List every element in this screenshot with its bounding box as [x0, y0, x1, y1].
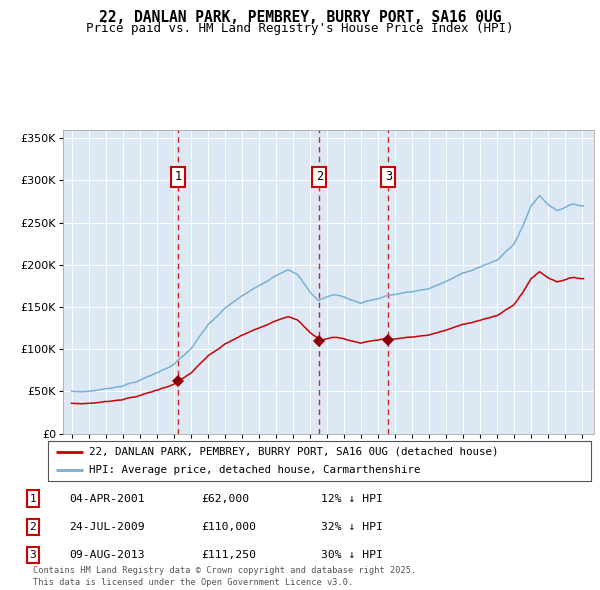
- Text: Contains HM Land Registry data © Crown copyright and database right 2025.
This d: Contains HM Land Registry data © Crown c…: [33, 566, 416, 587]
- Text: 1: 1: [29, 494, 37, 503]
- Text: 09-AUG-2013: 09-AUG-2013: [69, 550, 145, 560]
- Text: Price paid vs. HM Land Registry's House Price Index (HPI): Price paid vs. HM Land Registry's House …: [86, 22, 514, 35]
- Text: 3: 3: [29, 550, 37, 560]
- Text: 30% ↓ HPI: 30% ↓ HPI: [321, 550, 383, 560]
- Text: £62,000: £62,000: [201, 494, 249, 503]
- Text: £110,000: £110,000: [201, 522, 256, 532]
- Text: 04-APR-2001: 04-APR-2001: [69, 494, 145, 503]
- Text: 12% ↓ HPI: 12% ↓ HPI: [321, 494, 383, 503]
- Text: 3: 3: [385, 171, 392, 183]
- Text: 24-JUL-2009: 24-JUL-2009: [69, 522, 145, 532]
- Text: 2: 2: [29, 522, 37, 532]
- Text: 22, DANLAN PARK, PEMBREY, BURRY PORT, SA16 0UG: 22, DANLAN PARK, PEMBREY, BURRY PORT, SA…: [99, 10, 501, 25]
- Text: HPI: Average price, detached house, Carmarthenshire: HPI: Average price, detached house, Carm…: [89, 465, 420, 475]
- Text: 32% ↓ HPI: 32% ↓ HPI: [321, 522, 383, 532]
- Text: £111,250: £111,250: [201, 550, 256, 560]
- Text: 1: 1: [175, 171, 181, 183]
- Text: 22, DANLAN PARK, PEMBREY, BURRY PORT, SA16 0UG (detached house): 22, DANLAN PARK, PEMBREY, BURRY PORT, SA…: [89, 447, 498, 457]
- Text: 2: 2: [316, 171, 323, 183]
